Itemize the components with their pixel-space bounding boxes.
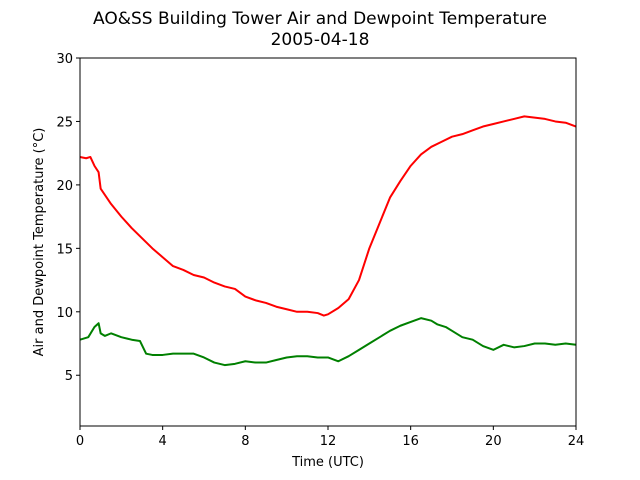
x-axis: 0 4 8 12 16 20 24 xyxy=(76,426,584,449)
x-tick-label: 8 xyxy=(241,434,249,449)
y-tick-label: 10 xyxy=(56,306,73,321)
series-line-1 xyxy=(79,115,577,317)
x-axis-label: Time (UTC) xyxy=(291,455,364,470)
x-tick-label: 24 xyxy=(568,434,585,449)
y-tick-label: 15 xyxy=(56,242,73,257)
y-tick-label: 25 xyxy=(56,115,73,130)
x-tick-label: 20 xyxy=(485,434,502,449)
y-axis-label: Air and Dewpoint Temperature (°C) xyxy=(32,128,47,357)
chart-subtitle: 2005-04-18 xyxy=(271,30,370,50)
x-tick-label: 16 xyxy=(402,434,419,449)
y-tick-label: 20 xyxy=(56,179,73,194)
y-tick-label: 5 xyxy=(65,369,73,384)
x-tick-label: 12 xyxy=(320,434,337,449)
chart-title: AO&SS Building Tower Air and Dewpoint Te… xyxy=(93,9,547,29)
series-layer xyxy=(79,115,577,367)
y-axis: 5 10 15 20 25 30 xyxy=(56,52,80,384)
y-tick-label: 30 xyxy=(56,52,73,67)
plot-frame xyxy=(79,57,577,427)
x-tick-label: 0 xyxy=(76,434,84,449)
x-tick-label: 4 xyxy=(159,434,167,449)
series-line-2 xyxy=(79,317,577,367)
